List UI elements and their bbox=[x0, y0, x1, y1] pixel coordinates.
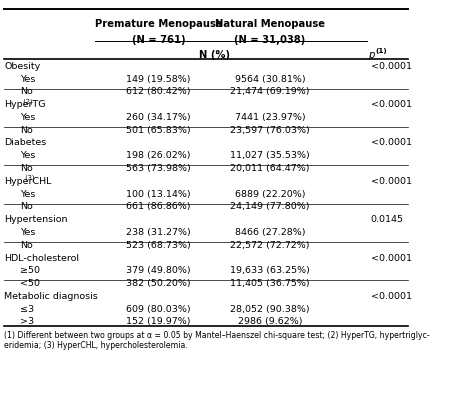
Text: Yes: Yes bbox=[20, 189, 35, 198]
Text: Metabolic diagnosis: Metabolic diagnosis bbox=[4, 291, 98, 300]
Text: Yes: Yes bbox=[20, 75, 35, 83]
Text: 11,027 (35.53%): 11,027 (35.53%) bbox=[230, 151, 310, 160]
Text: 8466 (27.28%): 8466 (27.28%) bbox=[235, 227, 305, 237]
Text: No: No bbox=[20, 126, 33, 134]
Text: Yes: Yes bbox=[20, 113, 35, 121]
Text: 28,052 (90.38%): 28,052 (90.38%) bbox=[230, 304, 310, 313]
Text: <0.0001: <0.0001 bbox=[371, 100, 412, 109]
Text: 523 (68.73%): 523 (68.73%) bbox=[126, 240, 191, 249]
Text: No: No bbox=[20, 202, 33, 211]
Text: 149 (19.58%): 149 (19.58%) bbox=[127, 75, 191, 83]
Text: 382 (50.20%): 382 (50.20%) bbox=[127, 278, 191, 288]
Text: Obesity: Obesity bbox=[4, 62, 40, 70]
Text: 661 (86.86%): 661 (86.86%) bbox=[127, 202, 191, 211]
Text: 7441 (23.97%): 7441 (23.97%) bbox=[235, 113, 305, 121]
Text: >3: >3 bbox=[20, 317, 34, 326]
Text: (1) Different between two groups at α = 0.05 by Mantel–Haenszel chi-square test;: (1) Different between two groups at α = … bbox=[4, 330, 430, 339]
Text: 20,011 (64.47%): 20,011 (64.47%) bbox=[230, 164, 310, 173]
Text: <0.0001: <0.0001 bbox=[371, 176, 412, 185]
Text: (N = 31,038): (N = 31,038) bbox=[234, 35, 306, 45]
Text: ≥50: ≥50 bbox=[20, 266, 40, 275]
Text: 100 (13.14%): 100 (13.14%) bbox=[127, 189, 191, 198]
Text: 2986 (9.62%): 2986 (9.62%) bbox=[237, 317, 302, 326]
Text: 609 (80.03%): 609 (80.03%) bbox=[127, 304, 191, 313]
Text: No: No bbox=[20, 87, 33, 96]
Text: ≤3: ≤3 bbox=[20, 304, 34, 313]
Text: 238 (31.27%): 238 (31.27%) bbox=[126, 227, 191, 237]
Text: Diabetes: Diabetes bbox=[4, 138, 46, 147]
Text: N (%): N (%) bbox=[199, 50, 230, 60]
Text: $p$: $p$ bbox=[368, 50, 376, 62]
Text: eridemia; (3) HyperCHL, hypercholesterolemia.: eridemia; (3) HyperCHL, hypercholesterol… bbox=[4, 341, 188, 350]
Text: <0.0001: <0.0001 bbox=[371, 138, 412, 147]
Text: 563 (73.98%): 563 (73.98%) bbox=[126, 164, 191, 173]
Text: Natural Menopause: Natural Menopause bbox=[215, 19, 325, 30]
Text: HyperCHL: HyperCHL bbox=[4, 176, 52, 185]
Text: 23,597 (76.03%): 23,597 (76.03%) bbox=[230, 126, 310, 134]
Text: 198 (26.02%): 198 (26.02%) bbox=[127, 151, 191, 160]
Text: Yes: Yes bbox=[20, 151, 35, 160]
Text: 11,405 (36.75%): 11,405 (36.75%) bbox=[230, 278, 310, 288]
Text: 6889 (22.20%): 6889 (22.20%) bbox=[235, 189, 305, 198]
Text: 501 (65.83%): 501 (65.83%) bbox=[127, 126, 191, 134]
Text: 9564 (30.81%): 9564 (30.81%) bbox=[235, 75, 305, 83]
Text: <0.0001: <0.0001 bbox=[371, 291, 412, 300]
Text: 19,633 (63.25%): 19,633 (63.25%) bbox=[230, 266, 310, 275]
Text: HyperTG: HyperTG bbox=[4, 100, 46, 109]
Text: 152 (19.97%): 152 (19.97%) bbox=[127, 317, 191, 326]
Text: (1): (1) bbox=[375, 47, 387, 53]
Text: Premature Menopause: Premature Menopause bbox=[95, 19, 222, 30]
Text: (2): (2) bbox=[21, 98, 32, 104]
Text: Hypertension: Hypertension bbox=[4, 215, 68, 224]
Text: HDL-cholesterol: HDL-cholesterol bbox=[4, 253, 79, 262]
Text: No: No bbox=[20, 164, 33, 173]
Text: Yes: Yes bbox=[20, 227, 35, 237]
Text: 0.0145: 0.0145 bbox=[371, 215, 404, 224]
Text: 22,572 (72.72%): 22,572 (72.72%) bbox=[230, 240, 310, 249]
Text: 379 (49.80%): 379 (49.80%) bbox=[127, 266, 191, 275]
Text: 260 (34.17%): 260 (34.17%) bbox=[127, 113, 191, 121]
Text: No: No bbox=[20, 240, 33, 249]
Text: <0.0001: <0.0001 bbox=[371, 253, 412, 262]
Text: 21,474 (69.19%): 21,474 (69.19%) bbox=[230, 87, 310, 96]
Text: <50: <50 bbox=[20, 278, 40, 288]
Text: <0.0001: <0.0001 bbox=[371, 62, 412, 70]
Text: (N = 761): (N = 761) bbox=[132, 35, 185, 45]
Text: 24,149 (77.80%): 24,149 (77.80%) bbox=[230, 202, 310, 211]
Text: 612 (80.42%): 612 (80.42%) bbox=[127, 87, 191, 96]
Text: (3): (3) bbox=[23, 174, 35, 181]
